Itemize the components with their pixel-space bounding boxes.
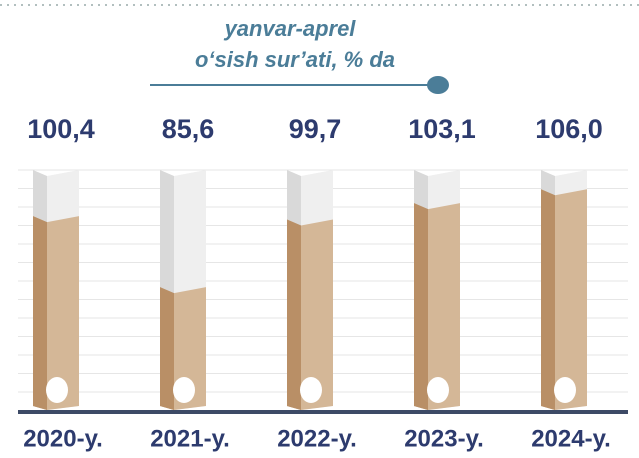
bar-side <box>33 216 47 410</box>
x-tick-label: 2022-y. <box>277 425 357 452</box>
value-label: 99,7 <box>289 114 342 144</box>
value-label: 100,4 <box>27 114 95 144</box>
bar-side <box>287 219 301 410</box>
x-tick-label: 2021-y. <box>150 425 230 452</box>
value-label: 103,1 <box>408 114 476 144</box>
x-tick-label: 2024-y. <box>531 425 611 452</box>
chart-subtitle: o‘sish sur’ati, % da <box>195 47 395 72</box>
bar-knob <box>300 377 322 403</box>
bar-knob <box>554 377 576 403</box>
bar-knob <box>173 377 195 403</box>
title-rule-knob <box>427 76 449 94</box>
bar-knob <box>427 377 449 403</box>
bar-knob <box>46 377 68 403</box>
value-label: 106,0 <box>535 114 603 144</box>
chart-title: yanvar-aprel <box>224 16 357 41</box>
bar-side <box>160 287 174 410</box>
x-tick-label: 2020-y. <box>23 425 103 452</box>
bars <box>33 170 587 410</box>
value-label: 85,6 <box>162 114 215 144</box>
bar-side <box>541 189 555 410</box>
bar-side <box>414 203 428 410</box>
x-tick-label: 2023-y. <box>404 425 484 452</box>
